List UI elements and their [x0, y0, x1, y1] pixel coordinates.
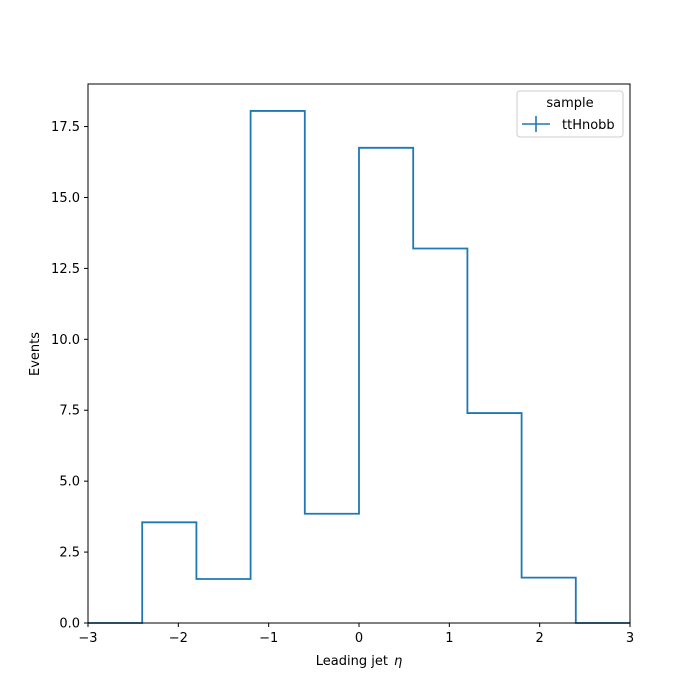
y-axis: 0.0 2.5 5.0 7.5 10.0 12.5 15.0 17.5: [51, 120, 88, 632]
histogram-bin: [413, 249, 467, 623]
x-tick-label: 3: [626, 631, 634, 646]
legend-title: sample: [546, 96, 593, 111]
y-tick-label: 12.5: [51, 262, 80, 277]
x-tick-label: −3: [78, 631, 97, 646]
histogram-bin: [142, 522, 196, 623]
y-tick-label: 15.0: [51, 191, 80, 206]
y-tick-label: 2.5: [59, 546, 80, 561]
histogram-step-line: [88, 110, 630, 624]
legend-series-label: ttHnobb: [562, 118, 615, 133]
histogram-bin: [251, 111, 305, 623]
x-tick-label: 1: [445, 631, 453, 646]
x-tick-label: 2: [536, 631, 544, 646]
y-axis-label: Events: [28, 332, 43, 376]
x-axis: −3 −2 −1 0 1 2 3: [78, 623, 634, 646]
x-axis-label: Leading jet η: [316, 654, 402, 669]
y-tick-label: 5.0: [59, 475, 80, 490]
legend-box: [516, 90, 624, 138]
x-tick-label: −2: [169, 631, 188, 646]
histogram-bin: [305, 514, 359, 623]
legend: sample ttHnobb: [516, 90, 624, 138]
x-tick-label: −1: [259, 631, 278, 646]
histogram-bin: [467, 413, 521, 623]
y-tick-label: 7.5: [59, 404, 80, 419]
y-tick-label: 10.0: [51, 333, 80, 348]
histogram-bin: [359, 148, 413, 623]
histogram-bin: [522, 578, 576, 623]
x-tick-label: 0: [355, 631, 363, 646]
histogram-bin: [196, 579, 250, 623]
y-tick-label: 17.5: [51, 120, 80, 135]
y-tick-label: 0.0: [59, 617, 80, 632]
